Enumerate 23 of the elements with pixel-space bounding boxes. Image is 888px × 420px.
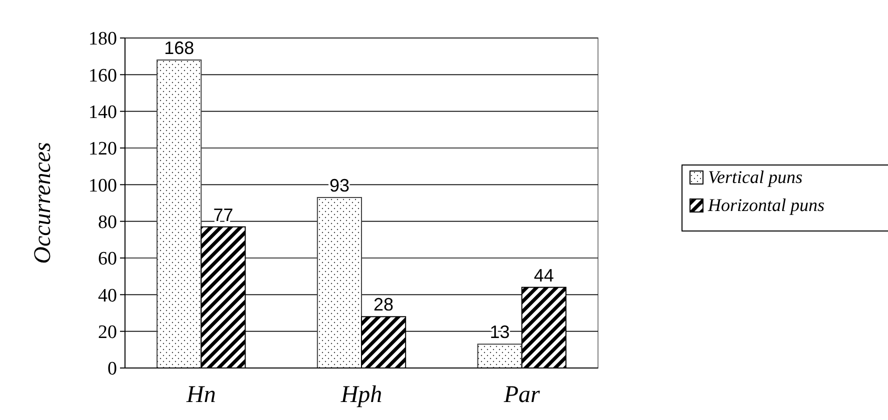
data-label: 77 — [213, 204, 234, 225]
y-tick-label: 20 — [98, 322, 117, 343]
y-tick-label: 60 — [98, 248, 117, 270]
y-tick-label: 100 — [88, 175, 117, 196]
y-tick-label: 120 — [88, 138, 117, 160]
bar — [316, 197, 362, 368]
y-axis-title: Occurrences — [30, 142, 56, 264]
legend-label: Vertical puns — [708, 167, 802, 187]
bar — [156, 60, 202, 368]
y-tick-label: 180 — [88, 28, 117, 50]
y-tick-label: 40 — [98, 285, 117, 306]
x-tick-label: Hph — [340, 382, 382, 408]
x-tick-label: Hn — [185, 382, 216, 408]
data-label: 28 — [374, 294, 394, 315]
y-tick-label: 160 — [88, 65, 117, 86]
y-tick-label: 0 — [108, 358, 117, 380]
data-label: 168 — [164, 38, 194, 58]
bar — [477, 344, 522, 368]
y-tick-label: 140 — [88, 102, 117, 123]
x-tick-label: Par — [502, 382, 540, 408]
y-tick-label: 80 — [98, 212, 117, 233]
legend-label: Horizontal puns — [707, 195, 825, 215]
data-label: 44 — [534, 265, 554, 286]
